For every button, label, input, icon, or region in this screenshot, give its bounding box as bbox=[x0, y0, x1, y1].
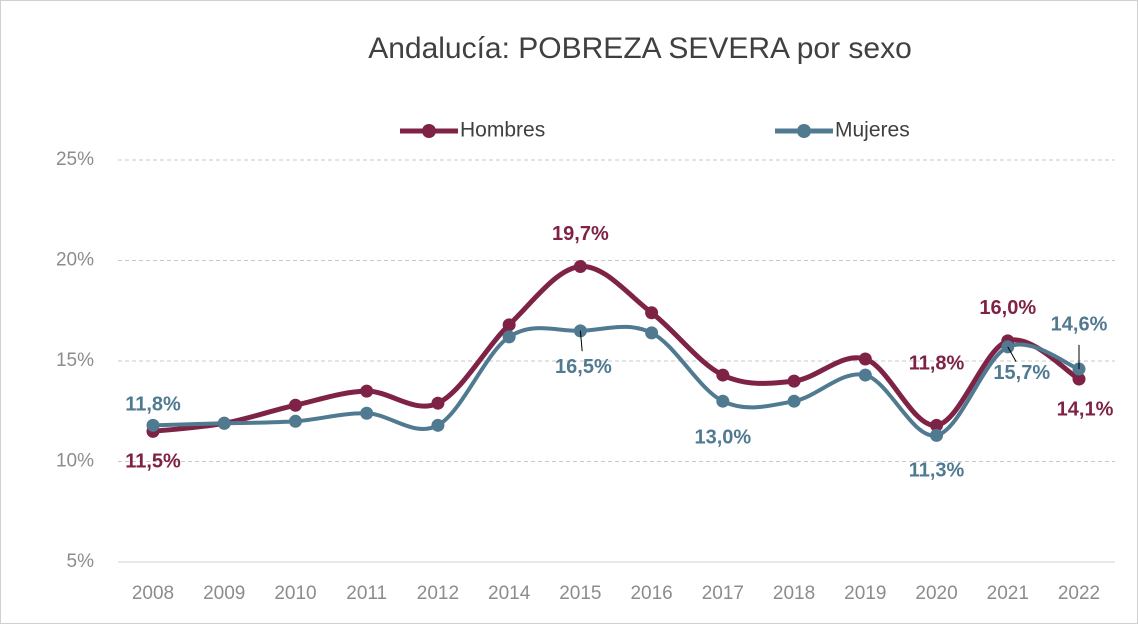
data-point bbox=[716, 368, 730, 382]
data-label: 11,8% bbox=[909, 353, 965, 375]
data-point bbox=[1072, 372, 1086, 386]
legend-marker bbox=[797, 124, 811, 138]
chart-title: Andalucía: POBREZA SEVERA por sexo bbox=[368, 32, 912, 65]
data-label: 15,7% bbox=[993, 362, 1050, 384]
x-tick-label: 2010 bbox=[274, 583, 316, 604]
data-point bbox=[573, 260, 587, 274]
data-label: 11,8% bbox=[125, 394, 181, 416]
data-point bbox=[858, 368, 872, 382]
x-tick-label: 2018 bbox=[773, 583, 815, 604]
x-tick-label: 2012 bbox=[417, 583, 459, 604]
x-tick-label: 2015 bbox=[559, 583, 601, 604]
data-point bbox=[645, 306, 659, 320]
data-point bbox=[360, 406, 374, 420]
data-label: 14,1% bbox=[1057, 398, 1114, 420]
data-point bbox=[716, 394, 730, 408]
data-point bbox=[930, 428, 944, 442]
x-tick-label: 2020 bbox=[915, 583, 957, 604]
data-point bbox=[146, 418, 160, 432]
y-tick-label: 25% bbox=[56, 149, 94, 170]
data-point bbox=[360, 384, 374, 398]
data-point bbox=[431, 396, 445, 410]
data-point bbox=[431, 418, 445, 432]
x-tick-label: 2011 bbox=[346, 583, 387, 604]
data-point bbox=[645, 326, 659, 340]
data-point bbox=[288, 414, 302, 428]
data-point bbox=[787, 374, 801, 388]
x-tick-label: 2008 bbox=[132, 583, 174, 604]
data-point bbox=[930, 418, 944, 432]
x-tick-label: 2014 bbox=[488, 583, 531, 604]
data-label: 16,0% bbox=[979, 297, 1036, 319]
data-label: 16,5% bbox=[555, 356, 612, 378]
legend-label: Mujeres bbox=[835, 119, 910, 142]
x-tick-label: 2017 bbox=[702, 583, 744, 604]
legend-label: Hombres bbox=[460, 119, 545, 142]
data-label: 11,3% bbox=[909, 460, 965, 482]
data-label: 19,7% bbox=[552, 223, 609, 245]
data-point bbox=[217, 416, 231, 430]
data-point bbox=[787, 394, 801, 408]
x-tick-label: 2009 bbox=[203, 583, 245, 604]
label-leader bbox=[579, 330, 583, 352]
data-label: 13,0% bbox=[694, 426, 751, 448]
legend-marker bbox=[422, 124, 436, 138]
data-label: 11,5% bbox=[125, 451, 181, 473]
data-point bbox=[858, 352, 872, 366]
x-tick-label: 2016 bbox=[630, 583, 672, 604]
y-tick-label: 15% bbox=[56, 350, 94, 371]
x-tick-label: 2021 bbox=[987, 583, 1029, 604]
y-tick-label: 10% bbox=[56, 451, 94, 472]
x-tick-label: 2019 bbox=[844, 583, 886, 604]
y-tick-label: 20% bbox=[56, 250, 94, 271]
data-point bbox=[502, 330, 516, 344]
data-point bbox=[288, 398, 302, 412]
data-point bbox=[502, 318, 516, 332]
x-tick-label: 2022 bbox=[1058, 583, 1100, 604]
y-tick-label: 5% bbox=[67, 551, 95, 572]
data-label: 14,6% bbox=[1051, 313, 1108, 335]
label-leader bbox=[1007, 346, 1017, 363]
